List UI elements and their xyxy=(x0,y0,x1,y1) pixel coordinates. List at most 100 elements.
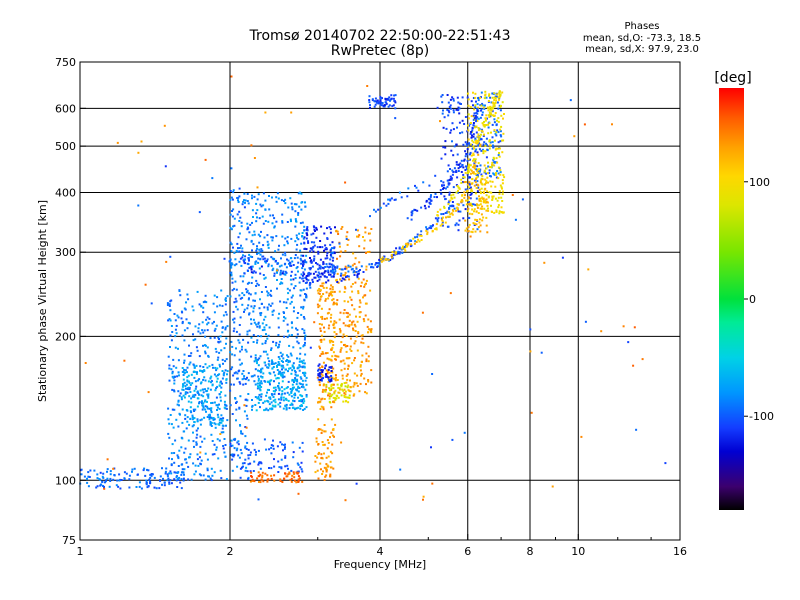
data-point xyxy=(435,228,438,231)
data-point xyxy=(301,480,304,483)
data-point xyxy=(230,340,233,343)
data-point xyxy=(292,264,295,266)
data-point xyxy=(238,250,241,253)
data-point xyxy=(412,237,415,240)
data-point xyxy=(359,269,361,271)
data-point xyxy=(466,188,469,191)
data-point xyxy=(356,374,359,377)
data-point xyxy=(229,404,232,407)
data-point xyxy=(268,326,271,329)
data-point xyxy=(483,188,486,191)
data-point xyxy=(318,323,321,325)
data-point xyxy=(185,461,188,464)
data-point xyxy=(235,288,238,291)
data-point xyxy=(244,255,247,258)
data-point xyxy=(482,143,485,146)
data-point xyxy=(205,301,208,304)
data-point xyxy=(337,281,340,284)
data-point xyxy=(329,254,332,256)
data-point xyxy=(312,250,315,253)
data-point xyxy=(330,366,333,369)
data-point xyxy=(168,436,171,439)
data-point xyxy=(529,350,532,353)
data-point xyxy=(244,446,247,449)
data-point xyxy=(196,371,198,374)
data-point xyxy=(423,204,426,207)
data-point xyxy=(190,397,193,400)
data-point xyxy=(216,438,219,441)
data-point xyxy=(329,320,332,323)
data-point xyxy=(252,318,255,321)
data-point xyxy=(296,243,299,246)
data-point xyxy=(224,297,227,300)
data-point xyxy=(303,317,306,320)
data-point xyxy=(243,258,246,261)
data-point xyxy=(442,109,444,112)
data-point xyxy=(288,289,291,292)
data-point xyxy=(192,339,195,342)
data-point xyxy=(328,308,331,311)
data-point xyxy=(137,204,140,207)
data-point xyxy=(490,109,493,112)
data-point xyxy=(488,111,491,114)
data-point xyxy=(264,260,266,263)
data-point xyxy=(213,329,216,332)
data-point xyxy=(344,265,347,268)
data-point xyxy=(220,320,223,323)
data-point xyxy=(182,479,185,482)
data-point xyxy=(270,407,273,410)
data-point xyxy=(301,274,304,277)
data-point xyxy=(302,402,305,404)
data-point xyxy=(347,315,350,318)
data-point xyxy=(279,273,282,276)
data-point xyxy=(206,416,209,418)
data-point xyxy=(212,418,215,421)
data-point xyxy=(259,258,262,261)
data-point xyxy=(391,105,394,108)
data-point xyxy=(300,468,303,471)
data-point xyxy=(467,230,470,233)
data-point xyxy=(331,266,334,269)
data-point xyxy=(280,360,283,362)
data-point xyxy=(482,106,485,109)
data-point xyxy=(328,263,331,266)
data-point xyxy=(283,273,286,276)
data-point xyxy=(277,460,280,463)
data-point xyxy=(462,217,465,220)
data-point xyxy=(464,181,467,183)
data-point xyxy=(469,153,471,156)
data-point xyxy=(477,99,480,102)
colorbar-tick-label: -100 xyxy=(749,410,774,423)
data-point xyxy=(379,95,382,98)
data-point xyxy=(511,194,514,196)
data-point xyxy=(207,475,210,478)
data-point xyxy=(345,235,348,238)
data-point xyxy=(273,465,276,468)
data-point xyxy=(342,400,345,403)
data-point xyxy=(224,326,227,329)
data-point xyxy=(230,228,233,231)
data-point xyxy=(230,250,233,253)
data-point xyxy=(181,437,184,440)
data-point xyxy=(469,106,472,109)
data-point xyxy=(203,416,206,419)
data-point xyxy=(344,276,347,278)
data-point xyxy=(448,179,451,181)
data-point xyxy=(146,468,148,471)
data-point xyxy=(355,267,358,270)
data-point xyxy=(219,396,222,399)
data-point xyxy=(501,151,504,154)
data-point xyxy=(333,331,336,334)
data-point xyxy=(356,384,359,387)
data-point xyxy=(418,240,421,243)
data-point xyxy=(119,487,122,490)
data-point xyxy=(183,451,186,454)
data-point xyxy=(357,331,360,334)
data-point xyxy=(280,466,283,469)
data-point xyxy=(380,258,382,261)
data-point xyxy=(184,371,187,374)
data-point xyxy=(285,301,288,304)
data-point xyxy=(266,290,269,293)
data-point xyxy=(345,350,348,353)
data-point xyxy=(255,323,258,326)
